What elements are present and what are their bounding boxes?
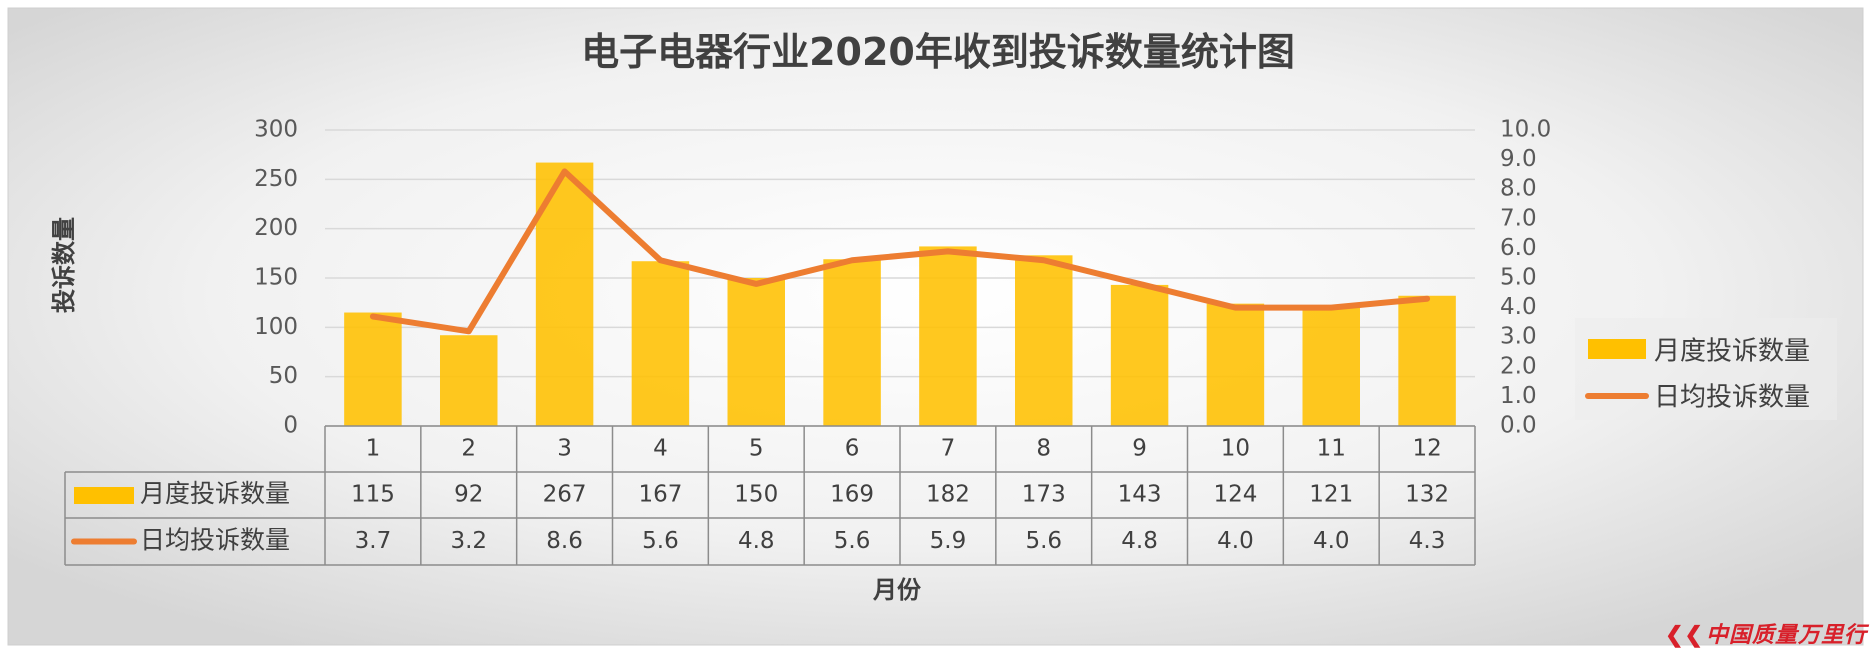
y-tick-label-left: 200 — [254, 215, 298, 241]
x-tick-label: 4 — [653, 436, 668, 462]
chevron-logo-icon: ❮❮ — [1665, 622, 1704, 648]
x-tick-label: 5 — [749, 436, 764, 462]
bar — [631, 261, 690, 426]
line-point — [562, 169, 567, 174]
table-cell-line-value: 3.2 — [450, 528, 487, 554]
legend: 月度投诉数量 日均投诉数量 — [1575, 318, 1837, 420]
table-cell-line-value: 5.9 — [930, 528, 967, 554]
x-tick-label: 9 — [1132, 436, 1147, 462]
line-point — [754, 281, 759, 286]
bar — [1206, 303, 1265, 426]
table-cell-bar-value: 92 — [454, 482, 483, 508]
y-axis-right: 0.0 1.0 2.0 3.0 4.0 5.0 6.0 7.0 8.0 9.0 10.0 — [1500, 117, 1551, 439]
line-point — [466, 329, 471, 334]
x-tick-label: 2 — [461, 436, 476, 462]
x-tick-label: 11 — [1317, 436, 1346, 462]
legend-label-line: 日均投诉数量 — [1654, 383, 1810, 413]
table-cell-line-value: 4.0 — [1313, 528, 1350, 554]
bar — [1302, 306, 1360, 426]
series-line — [369, 168, 1431, 335]
line-series — [369, 168, 1431, 335]
table-cell-line-value: 5.6 — [642, 528, 679, 554]
x-tick-label: 6 — [845, 436, 860, 462]
table-cell-line-value: 4.8 — [738, 528, 775, 554]
table-cell-bar-value: 173 — [1022, 482, 1066, 508]
y-tick-label-left: 100 — [254, 314, 298, 340]
line-point — [1329, 305, 1334, 310]
watermark-logo: ❮❮中国质量万里行 — [1665, 622, 1867, 648]
legend-swatch-bar — [1588, 339, 1646, 359]
y-tick-label-left: 150 — [254, 265, 298, 291]
y-tick-label-left: 0 — [283, 413, 298, 439]
x-tick-label: 8 — [1036, 436, 1051, 462]
line-point — [1041, 258, 1046, 263]
y-tick-label-right: 4.0 — [1500, 294, 1537, 320]
table-cell-bar-value: 132 — [1405, 482, 1449, 508]
table-key-bar — [74, 487, 134, 504]
legend-box — [1575, 318, 1837, 420]
y-tick-label-left: 50 — [269, 363, 298, 389]
bar — [919, 246, 977, 426]
x-axis-label: 月份 — [872, 576, 922, 604]
x-tick-label: 10 — [1221, 436, 1250, 462]
bar — [344, 312, 402, 426]
bar — [1398, 295, 1456, 426]
bar — [440, 335, 498, 426]
table-cell-line-value: 4.8 — [1121, 528, 1158, 554]
table-cell-bar-value: 115 — [351, 482, 395, 508]
y-axis-label: 投诉数量 — [50, 217, 78, 313]
table-cell-line-value: 3.7 — [355, 528, 392, 554]
bar — [727, 278, 785, 426]
line-point — [1137, 281, 1142, 286]
table-cell-bar-value: 182 — [926, 482, 970, 508]
table-cell-bar-value: 143 — [1118, 482, 1162, 508]
y-tick-label-right: 7.0 — [1500, 205, 1537, 231]
table-cell-line-value: 5.6 — [1025, 528, 1062, 554]
y-tick-label-right: 3.0 — [1500, 324, 1537, 350]
y-tick-label-right: 8.0 — [1500, 176, 1537, 202]
y-tick-label-right: 9.0 — [1500, 146, 1537, 172]
y-tick-label-right: 6.0 — [1500, 235, 1537, 261]
y-axis-left: 0 50 100 150 200 250 300 — [254, 117, 298, 439]
bar — [1110, 284, 1169, 426]
x-tick-label: 1 — [366, 436, 381, 462]
line-point — [658, 258, 663, 263]
table-cell-bar-value: 121 — [1309, 482, 1353, 508]
y-tick-label-left: 250 — [254, 166, 298, 192]
table-row-header-line: 日均投诉数量 — [140, 526, 290, 555]
line-point — [1233, 305, 1238, 310]
line-point — [850, 258, 855, 263]
table-cell-line-value: 4.0 — [1217, 528, 1254, 554]
y-tick-label-right: 5.0 — [1500, 265, 1537, 291]
chart-title: 电子电器行业2020年收到投诉数量统计图 — [581, 30, 1295, 74]
table-row-header-bar: 月度投诉数量 — [140, 479, 290, 508]
x-tick-label: 3 — [557, 436, 572, 462]
line-point — [1425, 296, 1430, 301]
bar — [823, 259, 881, 426]
line-point — [370, 314, 375, 319]
bar — [1015, 255, 1073, 426]
table-cell-bar-value: 169 — [830, 482, 874, 508]
table-cell-line-value: 8.6 — [546, 528, 583, 554]
x-tick-label: 7 — [941, 436, 956, 462]
y-tick-label-left: 300 — [254, 117, 298, 143]
table-cell-bar-value: 150 — [734, 482, 778, 508]
legend-label-bar: 月度投诉数量 — [1654, 337, 1810, 367]
y-tick-label-right: 0.0 — [1500, 413, 1537, 439]
line-point — [945, 249, 950, 254]
x-tick-label: 12 — [1412, 436, 1441, 462]
y-tick-label-right: 2.0 — [1500, 353, 1537, 379]
table-cell-bar-value: 167 — [638, 482, 682, 508]
table-cell-bar-value: 267 — [543, 482, 587, 508]
table-cell-bar-value: 124 — [1213, 482, 1257, 508]
y-tick-label-right: 1.0 — [1500, 383, 1537, 409]
table-cell-line-value: 4.3 — [1409, 528, 1446, 554]
y-tick-label-right: 10.0 — [1500, 117, 1551, 143]
table-cell-line-value: 5.6 — [834, 528, 871, 554]
